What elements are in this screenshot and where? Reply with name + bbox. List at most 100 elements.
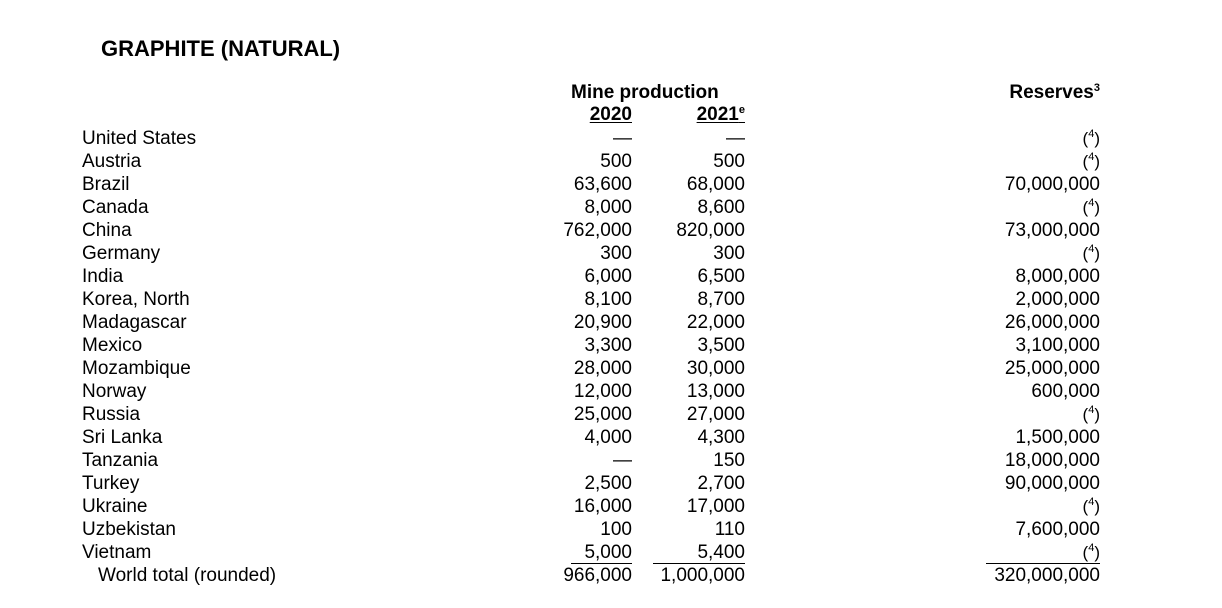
table-row: Austria 500 500 (4) (0, 150, 1222, 173)
production-2020: 8,100 (584, 289, 632, 310)
reserves-footnote-ref: 4 (1088, 128, 1095, 140)
reserves-footnote-ref: 4 (1088, 197, 1095, 209)
table-row: Canada 8,000 8,600 (4) (0, 196, 1222, 219)
production-2021: 5,400 (697, 542, 745, 563)
production-2021: — (726, 128, 745, 149)
production-2020: — (613, 128, 632, 149)
production-2021: 6,500 (697, 266, 745, 287)
mine-production-header: Mine production (571, 82, 719, 103)
reserves-value: (4) (1082, 128, 1100, 149)
table-row: Mozambique 28,000 30,000 25,000,000 (0, 357, 1222, 380)
country-name: India (82, 266, 124, 287)
production-2020: 500 (600, 151, 632, 172)
reserves-value: 70,000,000 (1004, 174, 1100, 195)
total-rule-reserves (986, 563, 1100, 564)
total-row: World total (rounded) 966,000 1,000,000 320… (0, 564, 1222, 587)
country-name: Ukraine (82, 496, 148, 517)
production-2021: 4,300 (697, 427, 745, 448)
production-2020: 762,000 (563, 220, 632, 241)
production-2020: 8,000 (584, 197, 632, 218)
reserves-value: 1,500,000 (1015, 427, 1100, 448)
country-name: Norway (82, 381, 147, 402)
reserves-value: (4) (1082, 404, 1100, 425)
table-row: Mexico 3,300 3,500 3,100,000 (0, 334, 1222, 357)
reserves-header: Reserves3 (1009, 82, 1100, 104)
year-2021-label: 2021 (696, 104, 739, 125)
reserves-value: 2,000,000 (1015, 289, 1100, 310)
production-2020: 2,500 (584, 473, 632, 494)
production-2020: 25,000 (573, 404, 632, 425)
table-row: India 6,000 6,500 8,000,000 (0, 265, 1222, 288)
country-name: Russia (82, 404, 141, 425)
reserves-footnote-ref: 4 (1088, 542, 1095, 554)
production-2021: 8,600 (697, 197, 745, 218)
production-2020: 12,000 (573, 381, 632, 402)
country-name: Mexico (82, 335, 143, 356)
production-2021: 500 (713, 151, 745, 172)
production-2021: 300 (713, 243, 745, 264)
reserves-value: (4) (1082, 243, 1100, 264)
reserves-footnote-ref: 4 (1088, 496, 1095, 508)
country-name: Korea, North (82, 289, 190, 310)
production-2021: 2,700 (697, 473, 745, 494)
country-name: Turkey (82, 473, 140, 494)
reserves-value: (4) (1082, 151, 1100, 172)
production-2020: 6,000 (584, 266, 632, 287)
reserves-value: 18,000,000 (1004, 450, 1100, 471)
table-row: Uzbekistan 100 110 7,600,000 (0, 518, 1222, 541)
production-2020: 3,300 (584, 335, 632, 356)
table-row: Russia 25,000 27,000 (4) (0, 403, 1222, 426)
production-2021: 17,000 (686, 496, 745, 517)
reserves-value: 8,000,000 (1015, 266, 1100, 287)
table-row: United States — — (4) (0, 127, 1222, 150)
reserves-value: 90,000,000 (1004, 473, 1100, 494)
country-name: Vietnam (82, 542, 152, 563)
production-2020: 300 (600, 243, 632, 264)
table-row: Brazil 63,600 68,000 70,000,000 (0, 173, 1222, 196)
table-row: Ukraine 16,000 17,000 (4) (0, 495, 1222, 518)
table-row: Sri Lanka 4,000 4,300 1,500,000 (0, 426, 1222, 449)
production-2020: 63,600 (573, 174, 632, 195)
table-row: Turkey 2,500 2,700 90,000,000 (0, 472, 1222, 495)
production-2021: 68,000 (686, 174, 745, 195)
production-2021: 820,000 (676, 220, 745, 241)
total-rule-2020 (571, 563, 632, 564)
country-name: United States (82, 128, 197, 149)
reserves-footnote-ref: 4 (1088, 151, 1095, 163)
production-2020: 5,000 (584, 542, 632, 563)
table-row: Tanzania — 150 18,000,000 (0, 449, 1222, 472)
table-row: Madagascar 20,900 22,000 26,000,000 (0, 311, 1222, 334)
production-2020: 16,000 (573, 496, 632, 517)
total-label: World total (rounded) (98, 565, 277, 586)
country-name: Madagascar (82, 312, 187, 333)
production-2021: 8,700 (697, 289, 745, 310)
country-name: Sri Lanka (82, 427, 163, 448)
total-2021: 1,000,000 (660, 565, 745, 586)
production-2020: — (613, 450, 632, 471)
production-2021: 30,000 (686, 358, 745, 379)
estimate-superscript: e (738, 104, 745, 116)
production-2020: 4,000 (584, 427, 632, 448)
table-row: Norway 12,000 13,000 600,000 (0, 380, 1222, 403)
reserves-value: (4) (1082, 496, 1100, 517)
table-row: Korea, North 8,100 8,700 2,000,000 (0, 288, 1222, 311)
production-2021: 13,000 (686, 381, 745, 402)
reserves-label: Reserves (1009, 82, 1094, 103)
reserves-value: 3,100,000 (1015, 335, 1100, 356)
reserves-footnote-ref: 4 (1088, 404, 1095, 416)
total-2020: 966,000 (563, 565, 632, 586)
year-2021-header: 2021e (697, 104, 745, 126)
year-2020-header: 2020 (589, 104, 632, 125)
production-2020: 100 (600, 519, 632, 540)
total-reserves: 320,000,000 (994, 565, 1100, 586)
production-2020: 28,000 (573, 358, 632, 379)
country-name: Canada (82, 197, 149, 218)
table-row: Vietnam 5,000 5,400 (4) (0, 541, 1222, 564)
page-title: GRAPHITE (NATURAL) (101, 36, 341, 61)
production-table: United States — — (4) Austria 500 500 (4) Brazil… (0, 127, 1222, 587)
production-2020: 20,900 (573, 312, 632, 333)
reserves-value: 7,600,000 (1015, 519, 1100, 540)
country-name: Tanzania (82, 450, 159, 471)
reserves-value: 600,000 (1031, 381, 1100, 402)
reserves-footnote-superscript: 3 (1093, 82, 1100, 94)
